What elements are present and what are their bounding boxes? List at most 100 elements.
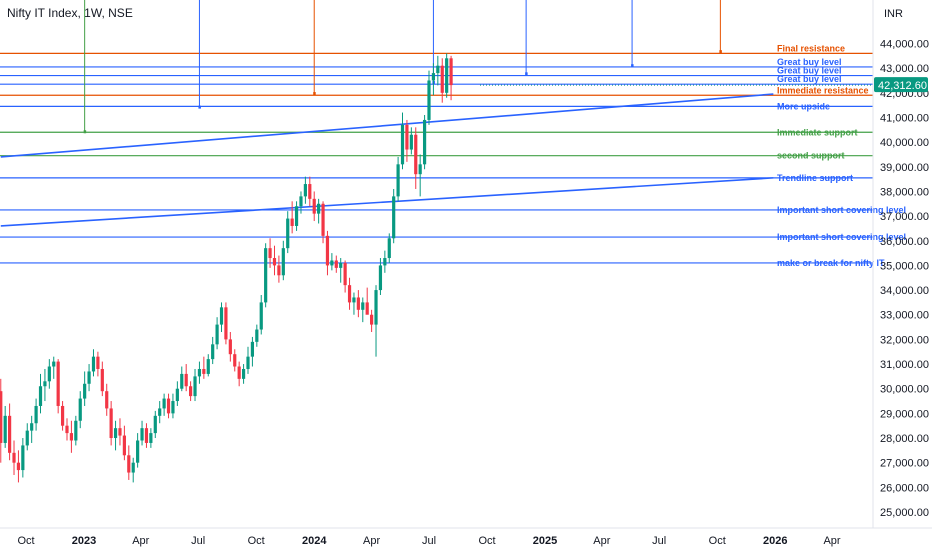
- candle-body: [277, 265, 281, 276]
- candle-body: [378, 265, 383, 291]
- vertical-marker-end: [313, 92, 316, 96]
- level-label: Important short covering level: [777, 205, 906, 215]
- candle-body: [149, 433, 153, 443]
- candle-body: [96, 356, 100, 369]
- candle-body: [206, 359, 210, 374]
- candle-body: [60, 405, 65, 426]
- level-label: Immediate support: [777, 127, 858, 137]
- price-axis[interactable]: 25,000.00 26,000.00 27,000.00 28,000.00 29,0…: [880, 39, 929, 520]
- candle-body: [356, 297, 360, 310]
- level-label: second support: [777, 151, 845, 161]
- y-tick-label: 36,000.00: [880, 236, 929, 248]
- candle-body: [83, 383, 87, 399]
- candle-body: [427, 80, 431, 120]
- vertical-marker-end: [719, 50, 722, 54]
- candle-body: [131, 462, 135, 473]
- candle-body: [294, 206, 299, 226]
- y-tick-label: 35,000.00: [880, 260, 929, 272]
- candle-body: [30, 423, 34, 431]
- candlestick-series: [0, 53, 453, 483]
- y-tick-label: 41,000.00: [880, 112, 929, 124]
- y-tick-label: 31,000.00: [880, 359, 929, 371]
- current-price-tag: 42,312.60: [874, 77, 928, 93]
- time-axis[interactable]: Oct 2023 Apr Jul Oct 2024 Apr Jul Oct 2025 Apr Jul O…: [17, 535, 840, 547]
- candle-body: [25, 430, 29, 446]
- candle-body: [65, 425, 69, 434]
- candle-body: [193, 376, 197, 397]
- candle-body: [122, 435, 126, 456]
- candle-body: [175, 388, 179, 402]
- candle-body: [370, 314, 374, 325]
- candle-body: [396, 164, 400, 197]
- candle-body: [445, 58, 449, 93]
- candle-body: [140, 428, 144, 441]
- candle-body: [418, 164, 422, 175]
- candle-body: [21, 445, 25, 471]
- candle-body: [12, 452, 16, 463]
- candle-body: [343, 262, 347, 286]
- candle-body: [308, 184, 312, 199]
- y-tick-label: 37,000.00: [880, 211, 929, 223]
- candle-body: [158, 408, 162, 416]
- current-price-tag-background: [874, 77, 928, 93]
- level-label: Final resistance: [777, 43, 845, 53]
- candle-body: [16, 462, 21, 471]
- candle-body: [365, 302, 369, 315]
- candle-body: [202, 368, 206, 374]
- x-tick-label: 2023: [72, 535, 96, 547]
- y-tick-label: 33,000.00: [880, 310, 929, 322]
- candle-body: [228, 339, 232, 355]
- candle-body: [352, 297, 356, 303]
- x-tick-label: Apr: [132, 535, 149, 547]
- vertical-marker-end: [83, 130, 87, 134]
- candle-body: [118, 428, 122, 436]
- candle-body: [34, 405, 38, 424]
- x-tick-label: Jul: [191, 535, 205, 547]
- candle-body: [250, 341, 255, 357]
- level-label: More upside: [777, 101, 830, 111]
- candle-body: [272, 258, 277, 266]
- candle-body: [215, 324, 219, 345]
- y-tick-label: 28,000.00: [880, 433, 929, 445]
- candle-body: [392, 196, 396, 239]
- candle-body: [78, 398, 82, 421]
- candle-body: [224, 307, 228, 340]
- level-label: Great buy level: [777, 74, 842, 84]
- y-tick-label: 38,000.00: [880, 186, 929, 198]
- current-price-label: 42,312.60: [878, 80, 927, 92]
- chart-title: Nifty IT Index, 1W, NSE: [7, 6, 133, 20]
- level-label: Immediate resistance: [777, 85, 869, 95]
- candle-body: [109, 408, 113, 439]
- y-tick-label: 27,000.00: [880, 458, 929, 470]
- candle-body: [237, 366, 241, 379]
- y-tick-label: 25,000.00: [880, 507, 929, 519]
- candle-body: [219, 307, 224, 325]
- currency-label[interactable]: INR: [884, 8, 903, 20]
- candle-body: [56, 361, 60, 406]
- x-tick-label: Apr: [363, 535, 380, 547]
- candle-body: [189, 386, 193, 397]
- candle-body: [184, 373, 188, 387]
- y-tick-label: 34,000.00: [880, 285, 929, 297]
- candle-body: [87, 371, 91, 384]
- candle-body: [334, 260, 338, 268]
- candle-body: [197, 368, 202, 377]
- candle-body: [211, 344, 215, 360]
- candle-body: [100, 368, 104, 392]
- candle-body: [431, 73, 436, 81]
- x-tick-label: 2026: [763, 535, 787, 547]
- candle-body: [166, 398, 171, 414]
- y-tick-label: 26,000.00: [880, 482, 929, 494]
- candle-body: [387, 238, 391, 259]
- candle-body: [259, 302, 263, 330]
- trendline: [0, 177, 774, 227]
- candle-body: [409, 134, 413, 150]
- candle-body: [449, 58, 453, 86]
- y-tick-label: 32,000.00: [880, 334, 929, 346]
- y-tick-label: 39,000.00: [880, 162, 929, 174]
- candle-body: [162, 398, 166, 409]
- candle-body: [339, 262, 343, 268]
